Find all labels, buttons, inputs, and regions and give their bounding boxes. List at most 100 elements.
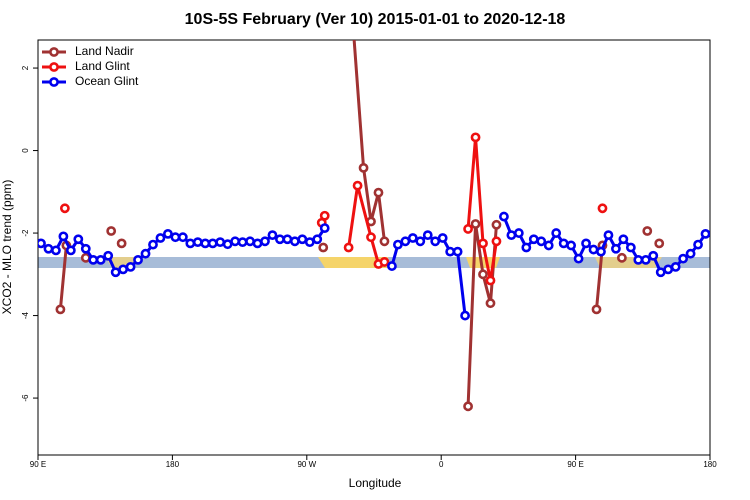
data-point [140,248,151,259]
data-point [103,250,114,261]
data-point [543,240,554,251]
data-point [603,230,614,241]
data-point [463,224,473,234]
data-point [366,232,376,243]
data-point [596,246,606,257]
data-point [319,223,330,234]
x-tick-label: 90 W [297,460,316,469]
data-point [445,246,456,257]
data-point [379,236,390,247]
data-point [125,261,136,272]
x-tick-label: 0 [439,460,444,469]
data-point [678,253,689,264]
data-point [207,238,218,249]
data-point [373,187,384,198]
data-point [655,267,666,278]
data-point [59,203,70,214]
data-point [437,233,448,243]
data-point [392,239,403,250]
data-point [230,236,241,247]
data-point [43,243,54,254]
x-tick-label: 90 E [30,460,46,469]
data-point [470,132,481,143]
data-point [304,237,315,248]
data-point [463,401,473,412]
data-point [118,264,129,275]
data-point [192,237,203,248]
data-point [470,219,481,229]
series-line [60,0,659,406]
data-point [55,304,66,315]
band-land [318,257,390,268]
data-point [670,261,681,272]
data-point [528,234,539,245]
data-point [478,269,488,280]
legend-marker [49,77,59,87]
data-point [648,250,659,261]
y-tick-label: 0 [21,148,30,153]
data-point [460,310,470,321]
data-point [133,254,143,265]
data-point [430,236,441,247]
y-tick-label: -6 [21,394,30,402]
data-point [400,236,411,247]
data-point [177,232,188,243]
data-point [252,238,263,249]
y-tick-label: -2 [21,229,30,237]
data-point [499,211,509,222]
data-point [318,242,329,253]
data-point [611,243,621,254]
data-point [282,234,293,245]
data-point [452,246,463,257]
data-point [163,228,173,239]
data-point [618,234,629,245]
data-point [685,248,696,259]
data-point [663,264,674,275]
data-point [237,237,248,248]
data-point [513,228,524,238]
y-tick-label: -4 [21,311,30,319]
data-point [215,237,226,248]
data-point [260,236,270,247]
data-point [415,236,426,247]
data-point [312,234,323,245]
data-point [536,236,547,247]
data-point [95,254,106,265]
data-point [654,238,665,249]
data-point [616,252,627,263]
data-point [185,238,196,249]
data-point [343,242,354,253]
data-point [633,254,644,265]
data-point [700,228,710,239]
legend-label: Land Glint [75,59,130,73]
data-point [80,252,91,263]
data-point [200,238,211,249]
data-point [319,210,330,221]
data-point [88,254,99,265]
x-tick-label: 180 [166,460,180,469]
data-point [485,275,496,286]
data-point [116,238,127,249]
data-point [275,234,285,245]
data-point [491,236,502,247]
data-point [245,236,255,247]
data-point [407,233,418,243]
data-point [642,226,653,236]
data-point [222,239,233,250]
data-point [551,228,562,238]
legend-label: Ocean Glint [75,74,139,88]
data-point [588,244,599,255]
data-point [387,261,397,271]
data-point [106,226,117,236]
data-point [506,230,517,241]
data-point [581,238,591,249]
chart-title: 10S-5S February (Ver 10) 2015-01-01 to 2… [185,11,566,28]
data-point [597,203,608,214]
data-point [38,238,46,249]
data-point [267,230,278,241]
data-point [693,239,703,250]
data-point [289,236,300,247]
data-point [148,239,158,250]
